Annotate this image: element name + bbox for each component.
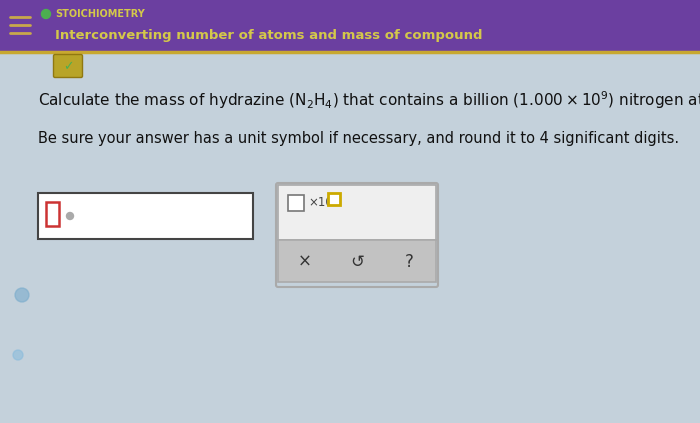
- Text: ?: ?: [405, 253, 414, 271]
- Text: STOICHIOMETRY: STOICHIOMETRY: [55, 9, 145, 19]
- Text: Be sure your answer has a unit symbol if necessary, and round it to 4 significan: Be sure your answer has a unit symbol if…: [38, 131, 679, 146]
- Circle shape: [66, 212, 74, 220]
- Circle shape: [13, 350, 23, 360]
- FancyBboxPatch shape: [278, 185, 436, 240]
- Circle shape: [15, 288, 29, 302]
- FancyBboxPatch shape: [278, 240, 436, 282]
- FancyBboxPatch shape: [0, 52, 700, 423]
- FancyBboxPatch shape: [38, 193, 253, 239]
- Circle shape: [41, 9, 50, 19]
- FancyBboxPatch shape: [288, 195, 304, 211]
- Text: Calculate the mass of hydrazine $\left(\mathrm{N_2H_4}\right)$ that contains a b: Calculate the mass of hydrazine $\left(\…: [38, 89, 700, 111]
- FancyBboxPatch shape: [0, 0, 700, 52]
- Text: ↺: ↺: [350, 253, 364, 271]
- FancyBboxPatch shape: [328, 193, 340, 205]
- FancyBboxPatch shape: [53, 55, 83, 77]
- Text: Interconverting number of atoms and mass of compound: Interconverting number of atoms and mass…: [55, 30, 482, 42]
- Text: ×: ×: [298, 253, 312, 271]
- Text: ✓: ✓: [63, 60, 74, 74]
- Text: ×10: ×10: [308, 197, 332, 209]
